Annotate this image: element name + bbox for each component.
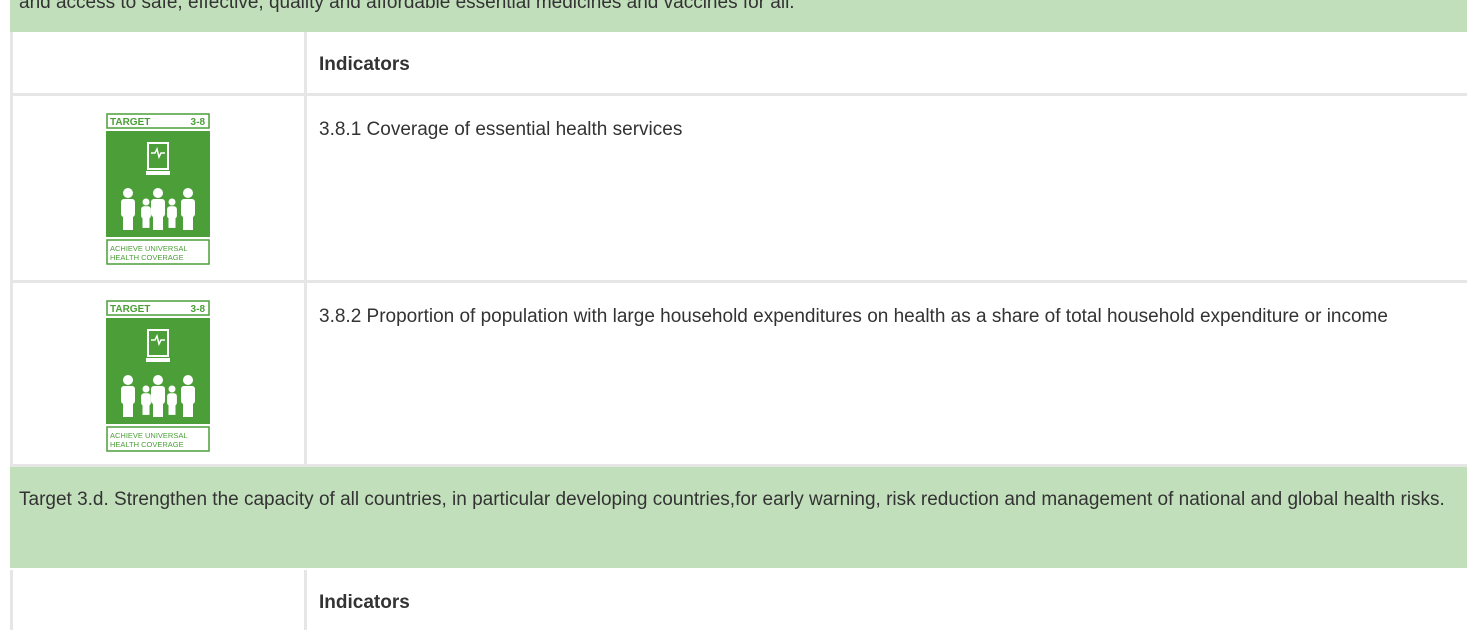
figure-head xyxy=(168,198,176,206)
pulse xyxy=(151,146,165,160)
figure-body xyxy=(181,199,195,217)
label-text: TARGET xyxy=(110,117,150,128)
caption-line: HEALTH COVERAGE xyxy=(110,440,184,449)
target-icon: TARGET 3-8 ACHIEVE UNIVERSAL HEALTH COVERAG… xyxy=(106,300,210,452)
icon-cell: TARGET 3-8 ACHIEVE UNIVERSAL HEALTH COVERAG… xyxy=(13,96,307,280)
caption-line: ACHIEVE UNIVERSAL xyxy=(110,244,188,253)
figure-legs xyxy=(168,405,176,415)
figure-legs xyxy=(153,216,163,230)
target-text: Target 3.d. Strengthen the capacity of a… xyxy=(19,489,1445,510)
icon-cell: TARGET 3-8 ACHIEVE UNIVERSAL HEALTH COVERAG… xyxy=(13,283,307,464)
indicator-cell: 3.8.1 Coverage of essential health servi… xyxy=(319,119,683,140)
pulse xyxy=(151,333,165,347)
document-base xyxy=(146,358,170,362)
figure-head xyxy=(142,385,150,393)
figure-legs xyxy=(142,405,150,415)
label-text: TARGET xyxy=(110,304,150,315)
figure-body xyxy=(167,393,177,406)
document xyxy=(147,329,169,357)
figure-legs xyxy=(183,216,193,230)
figure-legs xyxy=(153,403,163,417)
figure-body xyxy=(121,386,135,404)
figure-legs xyxy=(142,218,150,228)
figure-head xyxy=(123,375,133,385)
target-icon: TARGET 3-8 ACHIEVE UNIVERSAL HEALTH COVERAG… xyxy=(106,113,210,265)
target-band: and access to safe, effective, quality a… xyxy=(10,0,1467,32)
figure-body xyxy=(141,393,151,406)
empty-cell xyxy=(13,570,307,630)
figure-head xyxy=(168,385,176,393)
figure-head xyxy=(142,198,150,206)
figure-head xyxy=(183,188,193,198)
figure-body xyxy=(121,199,135,217)
indicator-cell: 3.8.2 Proportion of population with larg… xyxy=(319,306,1388,327)
caption-box xyxy=(106,239,210,265)
page: {"top_band": {"text": "and access to saf… xyxy=(10,0,1467,630)
figure-head xyxy=(153,375,163,385)
indicator-row: TARGET 3-8 ACHIEVE UNIVERSAL HEALTH COVERAG… xyxy=(10,283,1467,467)
label-number: 3-8 xyxy=(191,117,206,128)
figure-legs xyxy=(183,403,193,417)
target-band: Target 3.d. Strengthen the capacity of a… xyxy=(10,467,1467,568)
indicator-row: TARGET 3-8 ACHIEVE UNIVERSAL HEALTH COVERAG… xyxy=(10,96,1467,283)
figure-head xyxy=(153,188,163,198)
document-base xyxy=(146,171,170,175)
label-box xyxy=(106,113,210,129)
header-row: Indicators xyxy=(10,570,1467,630)
caption-line: ACHIEVE UNIVERSAL xyxy=(110,431,188,440)
figure-body xyxy=(151,199,165,217)
figure-body xyxy=(167,206,177,219)
caption-box xyxy=(106,426,210,452)
figure-body xyxy=(151,386,165,404)
document xyxy=(147,142,169,170)
figure-legs xyxy=(123,403,133,417)
header-row: Indicators xyxy=(10,32,1467,96)
empty-cell xyxy=(13,32,307,93)
header-cell: Indicators xyxy=(319,54,410,75)
caption-line: HEALTH COVERAGE xyxy=(110,253,184,262)
target-text: and access to safe, effective, quality a… xyxy=(19,0,795,13)
label-box xyxy=(106,300,210,316)
figure-body xyxy=(181,386,195,404)
figure-legs xyxy=(168,218,176,228)
figure-head xyxy=(183,375,193,385)
header-cell: Indicators xyxy=(319,592,410,613)
label-number: 3-8 xyxy=(191,304,206,315)
figure-head xyxy=(123,188,133,198)
figure-body xyxy=(141,206,151,219)
figure-legs xyxy=(123,216,133,230)
